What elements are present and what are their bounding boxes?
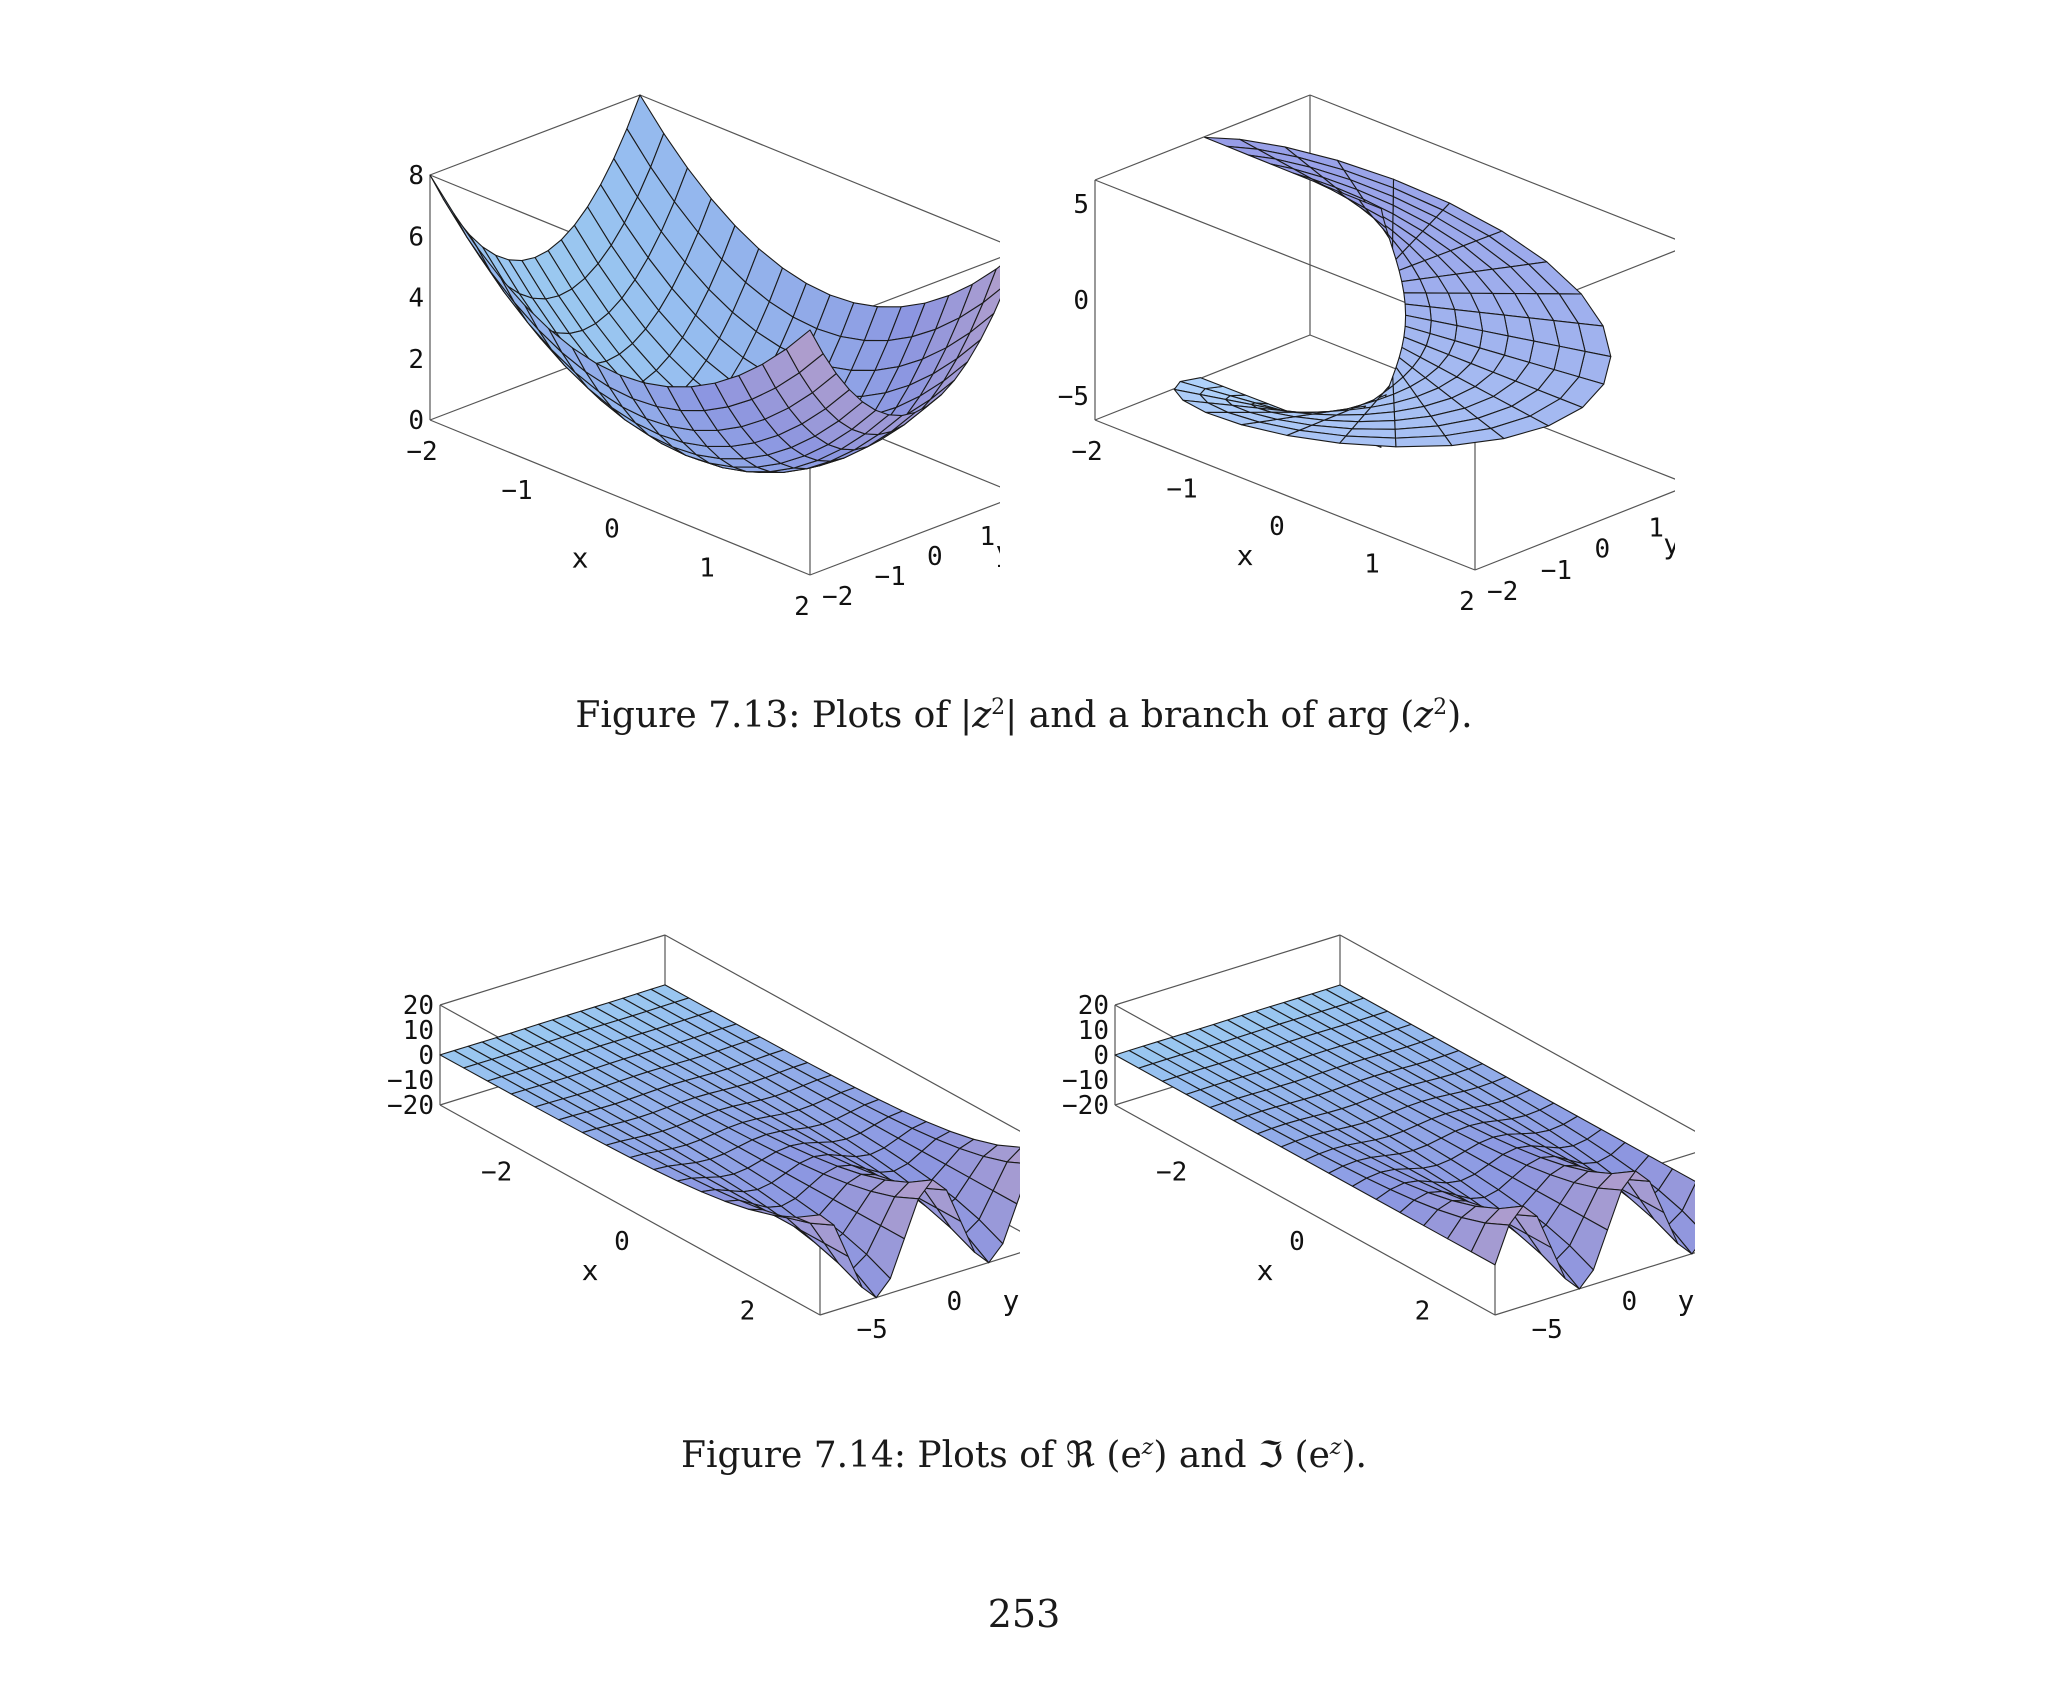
figure-7-14-caption: Figure 7.14: Plots of ℜ (ez) and ℑ (ez). [681, 1435, 1367, 1476]
y-axis-label: y [1678, 1284, 1695, 1317]
box-edge [819, 1252, 1020, 1316]
page-number: 253 [987, 1592, 1061, 1636]
surface-patch [1339, 435, 1397, 448]
surface-patch [453, 212, 492, 273]
box-edge [1494, 1252, 1695, 1316]
x-axis-label: x [582, 1254, 599, 1287]
surface [1114, 984, 1695, 1290]
y-tick-label: 0 [1622, 1287, 1638, 1317]
surface-patch [1470, 1222, 1510, 1266]
z-tick-label: −5 [1058, 382, 1089, 412]
x-tick-label: 0 [604, 515, 620, 545]
y-tick-label: −5 [1532, 1315, 1563, 1340]
surface-patch [1006, 1147, 1020, 1164]
x-tick-label: 1 [699, 553, 715, 583]
surface [439, 984, 1020, 1299]
box-edge [1114, 1104, 1496, 1316]
z-tick-label: 5 [1073, 190, 1089, 220]
z-tick-label: 8 [408, 161, 424, 191]
x-tick-label: −2 [406, 437, 437, 467]
z-tick-label: −20 [1062, 1091, 1109, 1121]
surface-patch [1205, 411, 1260, 426]
surface-patch [1394, 435, 1453, 448]
z-tick-label: 10 [403, 1016, 434, 1046]
y-axis-label: y [1003, 1284, 1020, 1317]
x-tick-label: 0 [614, 1227, 630, 1257]
z-tick-label: 4 [408, 284, 424, 314]
z-tick-label: 0 [418, 1041, 434, 1071]
figure-7-13-caption: Figure 7.13: Plots of |z2| and a branch … [575, 695, 1473, 736]
x-tick-label: −1 [1166, 475, 1197, 505]
surface-patch [795, 1214, 835, 1226]
box-edge [1094, 94, 1311, 181]
x-tick-label: 0 [1269, 512, 1285, 542]
x-tick-label: −2 [1156, 1158, 1187, 1188]
y-axis-label: y [1663, 527, 1675, 560]
box-edge [639, 94, 1000, 243]
y-tick-label: 0 [947, 1287, 963, 1317]
y-tick-label: 0 [1595, 535, 1611, 565]
x-tick-label: −1 [501, 476, 532, 506]
box-edge [664, 934, 1020, 1132]
x-tick-label: −2 [1071, 437, 1102, 467]
box-edge [1309, 94, 1675, 240]
z-tick-label: −10 [1062, 1066, 1109, 1096]
y-tick-label: 1 [980, 522, 996, 552]
box-edge [1114, 934, 1341, 1006]
y-axis-label: y [996, 535, 1001, 568]
z-tick-label: 20 [1078, 991, 1109, 1021]
x-tick-label: 2 [1415, 1296, 1431, 1326]
x-tick-label: 2 [794, 592, 810, 620]
x-tick-label: 1 [1364, 550, 1380, 580]
z-tick-label: 2 [408, 345, 424, 375]
z-tick-label: 10 [1078, 1016, 1109, 1046]
surface [1173, 136, 1612, 448]
z-tick-label: 6 [408, 222, 424, 252]
z-tick-label: −20 [387, 1091, 434, 1121]
box-edge [439, 1104, 821, 1316]
y-tick-label: −5 [857, 1315, 888, 1340]
y-tick-label: −2 [822, 582, 853, 612]
x-axis-label: x [1257, 1254, 1274, 1287]
y-tick-label: −2 [1487, 577, 1518, 607]
box-edge [1094, 334, 1311, 421]
x-tick-label: 2 [740, 1296, 756, 1326]
z-tick-label: −10 [387, 1066, 434, 1096]
surface [429, 94, 1000, 473]
z-tick-label: 0 [1073, 286, 1089, 316]
box-edge [439, 934, 666, 1006]
z-tick-label: 20 [403, 991, 434, 1021]
box-edge [429, 419, 811, 576]
x-axis-label: x [1237, 539, 1254, 572]
y-tick-label: −1 [875, 562, 906, 592]
z-tick-label: 0 [1093, 1041, 1109, 1071]
box-edge [1094, 419, 1476, 571]
box-edge [429, 94, 641, 176]
x-axis-label: x [572, 542, 589, 575]
x-tick-label: 2 [1459, 587, 1475, 617]
x-tick-label: −2 [481, 1158, 512, 1188]
surface-patch [785, 329, 824, 374]
y-tick-label: 1 [1648, 513, 1664, 543]
z-tick-label: 0 [408, 406, 424, 436]
x-tick-label: 0 [1289, 1227, 1305, 1257]
box-edge [1339, 934, 1695, 1132]
y-tick-label: 0 [927, 542, 943, 572]
box-edge [809, 501, 1000, 576]
box-edge [1474, 490, 1675, 571]
y-tick-label: −1 [1541, 556, 1572, 586]
